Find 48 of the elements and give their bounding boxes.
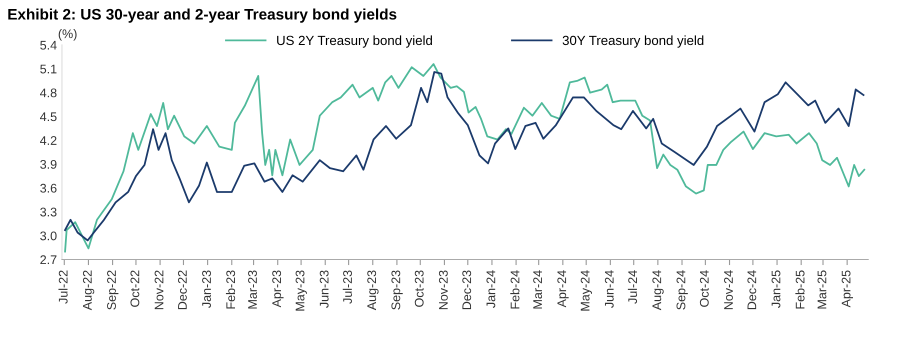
y-tick-label: 4.8 xyxy=(40,88,57,98)
x-tick-label: Feb-23 xyxy=(226,270,236,308)
x-tick-label: Feb-24 xyxy=(510,270,520,308)
x-tick-label: Dec-22 xyxy=(178,270,187,310)
x-tick-label: Apr-25 xyxy=(842,270,853,308)
x-tick-label: May-23 xyxy=(296,270,307,311)
y-tick-label: 3.0 xyxy=(40,231,57,240)
y-tick-label: 4.2 xyxy=(40,136,56,145)
x-tick-label: Apr-23 xyxy=(272,270,284,308)
x-tick-label: Dec-23 xyxy=(462,270,472,310)
x-tick-label: Feb-25 xyxy=(795,270,805,308)
x-tick-label: Aug-23 xyxy=(367,270,379,310)
x-tick-label: Apr-24 xyxy=(557,270,569,308)
x-tick-label: Jul-23 xyxy=(342,270,352,304)
chart-title: Exhibit 2: US 30-year and 2-year Treasury bond yields xyxy=(8,8,396,23)
y-axis-title: (%) xyxy=(58,29,77,41)
y-tick-label: 3.6 xyxy=(40,184,57,193)
x-tick-label: Jul-24 xyxy=(628,270,638,304)
x-tick-label: Mar-24 xyxy=(533,270,542,308)
x-tick-label: Mar-25 xyxy=(818,270,826,308)
y-tick-label: 2.7 xyxy=(40,255,56,264)
x-tick-label: Jun-23 xyxy=(320,270,329,308)
x-tick-label: Sep-23 xyxy=(391,270,403,310)
x-tick-label: Oct-24 xyxy=(700,270,709,307)
x-tick-label: Dec-24 xyxy=(747,270,756,310)
x-tick-label: Jan-25 xyxy=(772,270,780,308)
y-tick-label: 3.9 xyxy=(40,160,56,169)
y-tick-label: 3.3 xyxy=(40,208,57,216)
y-tick-label: 5.1 xyxy=(40,64,56,74)
x-tick-label: Aug-24 xyxy=(652,270,664,310)
x-tick-label: Jul-22 xyxy=(58,270,68,304)
x-tick-label: Jun-24 xyxy=(604,270,614,308)
x-tick-label: Mar-23 xyxy=(248,270,257,308)
y-tick-label: 5.4 xyxy=(40,40,57,50)
x-tick-label: May-24 xyxy=(580,270,592,311)
y-tick-label: 4.5 xyxy=(40,112,57,122)
x-tick-label: Jan-24 xyxy=(486,270,496,308)
x-tick-label: Sep-24 xyxy=(676,270,688,310)
legend-label: US 2Y Treasury bond yield xyxy=(277,35,432,48)
x-tick-label: Nov-24 xyxy=(724,270,733,310)
x-tick-label: Oct-23 xyxy=(414,270,424,307)
x-tick-label: Sep-22 xyxy=(107,270,118,310)
x-tick-label: Aug-22 xyxy=(82,270,94,310)
x-tick-label: Oct-22 xyxy=(130,270,140,307)
x-tick-label: Nov-23 xyxy=(438,270,448,310)
legend-label: 30Y Treasury bond yield xyxy=(562,35,704,48)
x-tick-label: Jan-23 xyxy=(202,270,211,308)
x-tick-label: Nov-22 xyxy=(154,270,164,310)
